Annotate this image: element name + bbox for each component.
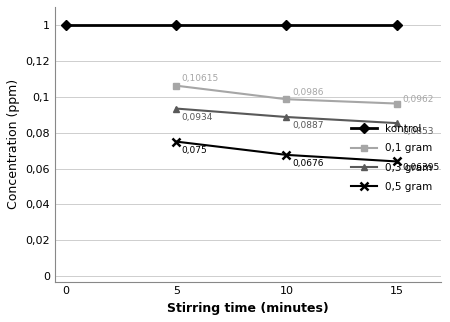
kontrol [284, 23, 289, 27]
Line: 0,1 gram: 0,1 gram [173, 82, 400, 107]
Line: 0,5 gram: 0,5 gram [172, 137, 401, 166]
kontrol [174, 23, 179, 27]
Text: 0,0962: 0,0962 [402, 95, 433, 104]
kontrol [394, 23, 399, 27]
0,3 gram [394, 121, 399, 125]
Text: 0,06395: 0,06395 [402, 163, 439, 172]
Text: 0,0986: 0,0986 [292, 89, 324, 98]
Y-axis label: Concentration (ppm): Concentration (ppm) [7, 79, 20, 209]
Text: 0,0853: 0,0853 [402, 127, 434, 136]
Line: 0,3 gram: 0,3 gram [173, 105, 400, 127]
Text: 0,10615: 0,10615 [182, 74, 219, 83]
Text: 0,0676: 0,0676 [292, 159, 324, 168]
Text: 0,075: 0,075 [182, 146, 207, 155]
0,1 gram [394, 102, 399, 106]
Text: 0,0887: 0,0887 [292, 121, 324, 130]
X-axis label: Stirring time (minutes): Stirring time (minutes) [167, 302, 328, 315]
kontrol [63, 23, 69, 27]
0,3 gram [284, 115, 289, 119]
Legend: kontrol, 0,1 gram, 0,3 gram, 0,5 gram: kontrol, 0,1 gram, 0,3 gram, 0,5 gram [347, 121, 436, 195]
0,5 gram [284, 153, 289, 157]
0,1 gram [174, 84, 179, 88]
0,1 gram [284, 97, 289, 101]
0,3 gram [174, 107, 179, 110]
0,5 gram [174, 140, 179, 144]
Line: kontrol: kontrol [63, 22, 400, 28]
0,5 gram [394, 159, 399, 163]
Text: 0,0934: 0,0934 [182, 113, 213, 122]
